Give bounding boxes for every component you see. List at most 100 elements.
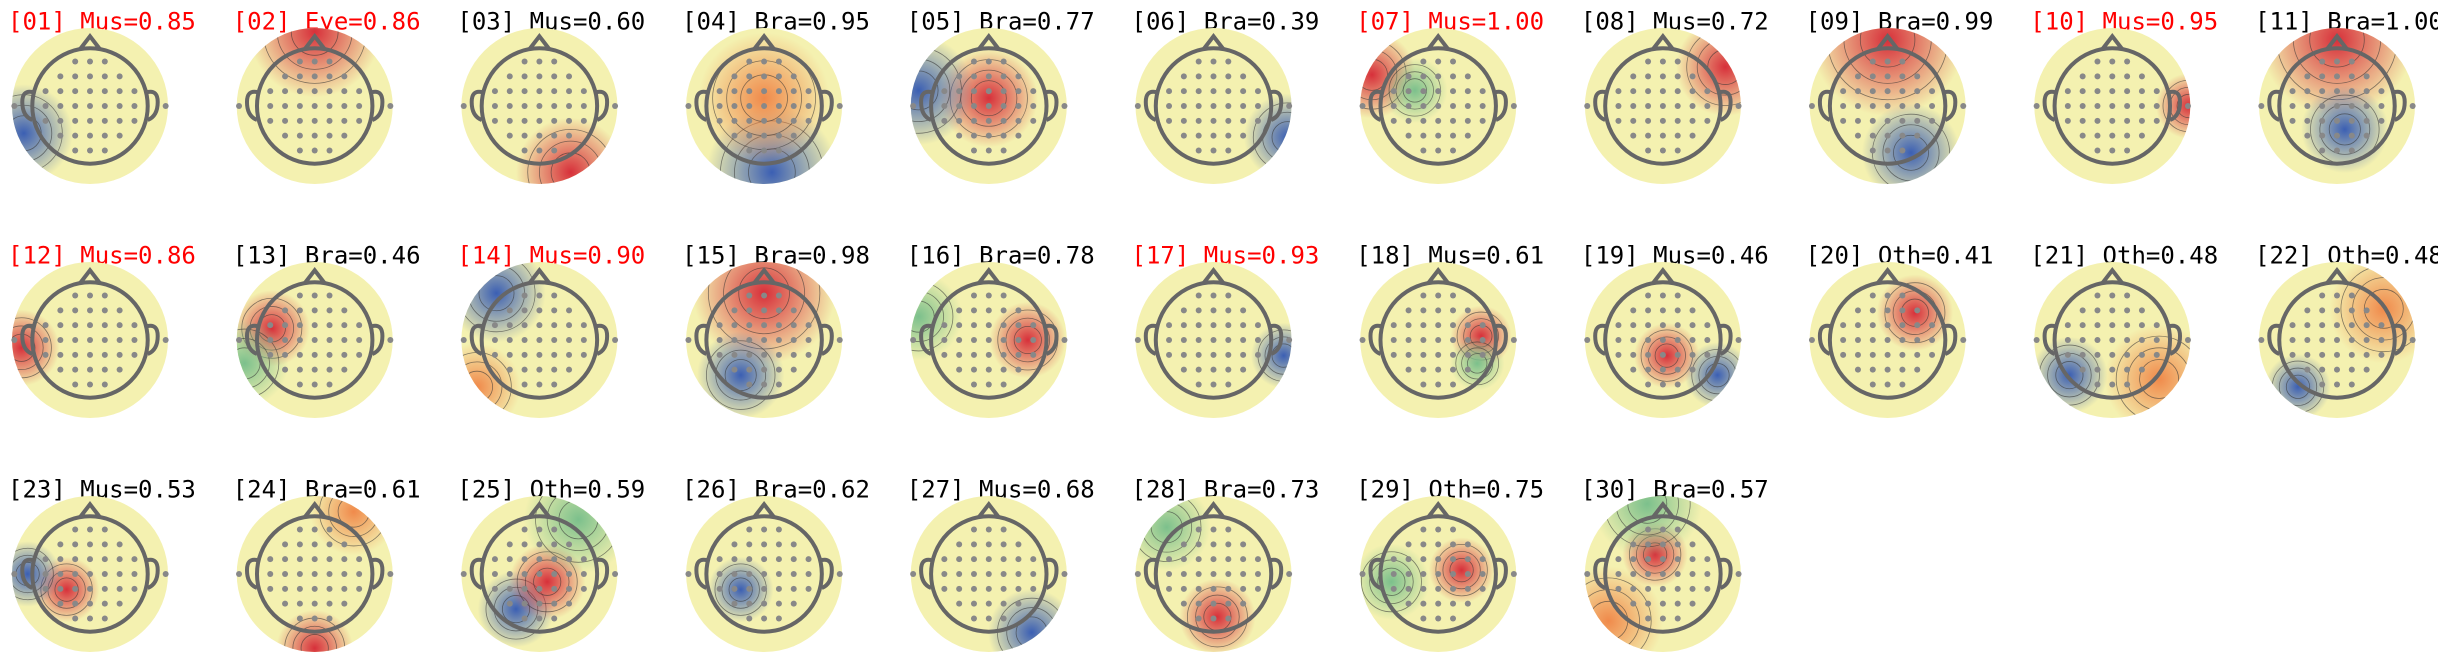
electrode: [1899, 88, 1906, 95]
electrode: [1286, 103, 1293, 109]
electrode: [1464, 88, 1471, 95]
electrode: [1195, 366, 1202, 373]
electrode: [506, 132, 513, 139]
electrode: [1225, 322, 1232, 329]
electrode: [1225, 132, 1232, 139]
electrode: [1450, 556, 1457, 563]
electrode: [506, 117, 513, 124]
electrode: [1645, 73, 1652, 80]
electrode: [2304, 307, 2311, 314]
electrode: [341, 103, 348, 109]
electrode: [1000, 351, 1007, 358]
electrode: [970, 58, 977, 65]
electrode: [1704, 571, 1711, 577]
electrode: [970, 585, 977, 592]
electrode: [1479, 117, 1486, 124]
electrode: [1674, 366, 1681, 373]
electrode: [1674, 132, 1681, 139]
electrode: [356, 585, 363, 592]
ear-left: [919, 89, 932, 122]
nose: [1426, 266, 1450, 285]
electrode: [1884, 58, 1891, 65]
electrode: [282, 556, 289, 563]
electrode: [536, 351, 543, 358]
electrode: [1674, 351, 1681, 358]
electrode: [1659, 556, 1666, 563]
electrode: [746, 351, 753, 358]
electrode: [1659, 103, 1666, 109]
electrode: [341, 307, 348, 314]
electrode: [101, 366, 108, 373]
electrode: [2153, 117, 2160, 124]
electrode: [1615, 571, 1622, 577]
electrode: [2109, 381, 2116, 388]
electrode: [11, 103, 18, 109]
electrode: [2363, 366, 2370, 373]
electrode: [1450, 88, 1457, 95]
electrode: [2124, 58, 2131, 65]
electrode: [2319, 337, 2326, 343]
ear-right: [1270, 323, 1284, 356]
electrode: [1914, 73, 1921, 80]
ear-right: [2393, 89, 2407, 122]
electrode: [761, 556, 768, 563]
electrode: [1166, 117, 1173, 124]
electrode: [731, 366, 738, 373]
electrode: [506, 585, 513, 592]
electrode: [1435, 571, 1442, 577]
electrode: [11, 337, 18, 343]
electrode: [1225, 103, 1232, 109]
electrode: [2064, 351, 2071, 358]
electrode: [491, 337, 498, 343]
electrode: [1195, 351, 1202, 358]
electrode: [580, 88, 587, 95]
electrode: [1030, 117, 1037, 124]
head-outline: [1603, 514, 1723, 634]
electrode: [1000, 541, 1007, 548]
ear-left: [694, 557, 708, 590]
electrode: [2304, 117, 2311, 124]
electrode: [2348, 366, 2355, 373]
head-outline: [1153, 514, 1274, 634]
electrode: [1479, 88, 1486, 95]
electrode: [1240, 88, 1247, 95]
electrode: [1030, 337, 1037, 343]
electrode: [2124, 88, 2131, 95]
electrode: [1510, 337, 1517, 343]
contour: [1195, 594, 1240, 640]
electrode: [1000, 292, 1007, 299]
electrode: [566, 366, 573, 373]
electrode: [131, 322, 138, 329]
electrode: [2094, 351, 2101, 358]
electrode: [731, 571, 738, 577]
head-outline: [30, 46, 150, 166]
ear-left: [469, 323, 483, 356]
electrode: [311, 351, 318, 358]
electrode: [1869, 292, 1876, 299]
electrode: [116, 117, 123, 124]
activation-blob: [516, 117, 618, 184]
electrode: [72, 117, 79, 124]
electrode: [1210, 88, 1217, 95]
electrode: [311, 73, 318, 80]
electrode: [1015, 366, 1022, 373]
electrode: [775, 337, 782, 343]
electrode: [1195, 571, 1202, 577]
ear-right: [1495, 557, 1508, 590]
electrode: [1405, 73, 1412, 80]
electrode: [341, 571, 348, 577]
electrode: [1254, 103, 1261, 109]
electrode: [1630, 337, 1637, 343]
electrode: [326, 571, 333, 577]
electrode: [1254, 322, 1261, 329]
electrode: [296, 103, 303, 109]
electrode: [1166, 337, 1173, 343]
activation-blob: [1428, 537, 1495, 603]
electrode: [1420, 117, 1427, 124]
electrode: [1180, 322, 1187, 329]
electrode: [311, 147, 318, 154]
electrode: [580, 571, 587, 577]
electrode: [536, 541, 543, 548]
topomap: [460, 496, 619, 652]
ear-left: [1368, 557, 1382, 590]
